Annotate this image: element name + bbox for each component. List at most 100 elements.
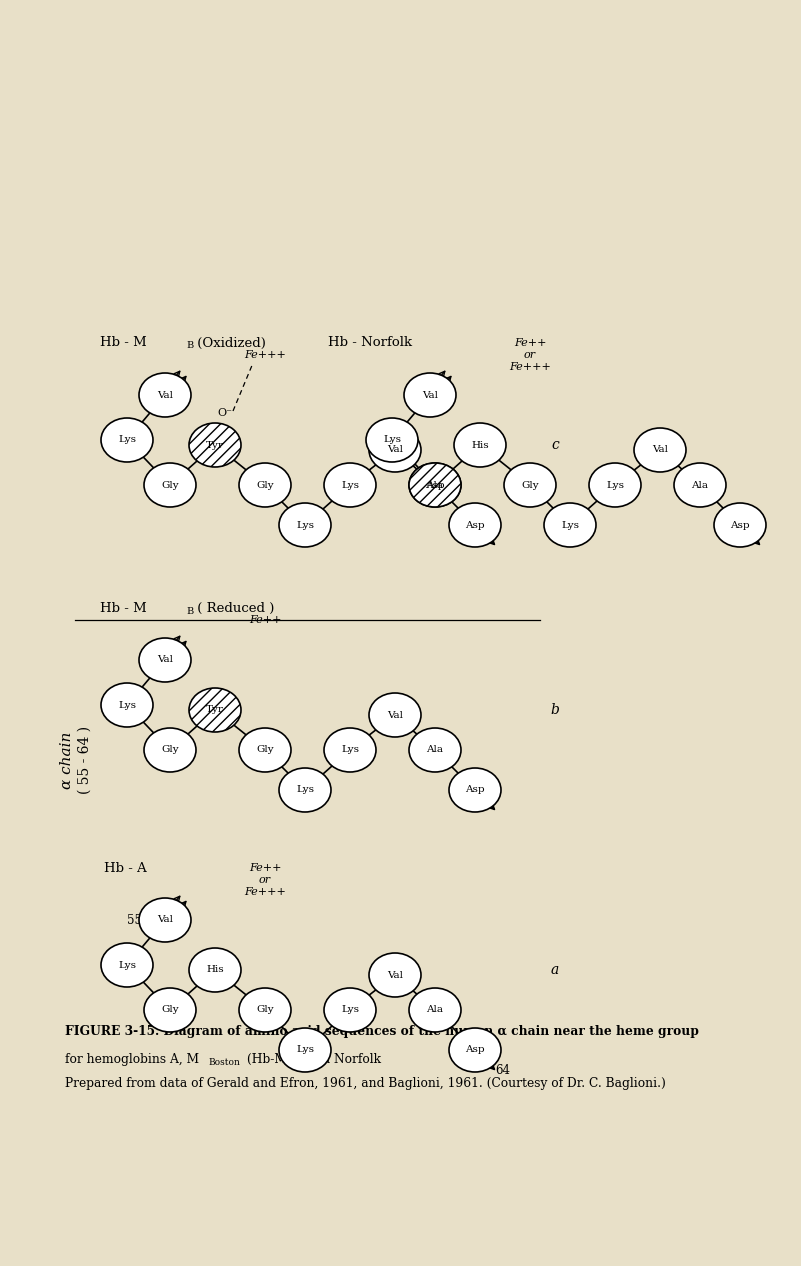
Text: B: B bbox=[186, 606, 193, 615]
Text: Hb - Norfolk: Hb - Norfolk bbox=[328, 337, 412, 349]
Text: ( 55 - 64 ): ( 55 - 64 ) bbox=[78, 725, 92, 794]
Text: Lys: Lys bbox=[118, 961, 136, 970]
Text: Fe+++: Fe+++ bbox=[244, 349, 286, 360]
Text: Lys: Lys bbox=[296, 520, 314, 529]
Text: Lys: Lys bbox=[383, 436, 401, 444]
Text: Fe++: Fe++ bbox=[249, 615, 281, 625]
Text: (Oxidized): (Oxidized) bbox=[193, 337, 266, 349]
Text: Asp: Asp bbox=[465, 520, 485, 529]
Text: Lys: Lys bbox=[118, 700, 136, 709]
Text: His: His bbox=[206, 966, 223, 975]
Text: Tyr: Tyr bbox=[206, 705, 224, 714]
Ellipse shape bbox=[409, 728, 461, 772]
Text: 55: 55 bbox=[127, 914, 143, 927]
Text: c: c bbox=[551, 438, 559, 452]
Text: O⁻: O⁻ bbox=[218, 408, 232, 418]
Ellipse shape bbox=[239, 987, 291, 1032]
Text: Val: Val bbox=[157, 656, 173, 665]
Text: Asp: Asp bbox=[465, 785, 485, 795]
Text: (Hb-Ma), and Norfolk: (Hb-Ma), and Norfolk bbox=[243, 1053, 381, 1066]
Text: FIGURE 3-15. Diagram of amino acid sequences of the human α chain near the heme : FIGURE 3-15. Diagram of amino acid seque… bbox=[65, 1025, 699, 1038]
Text: α chain: α chain bbox=[60, 732, 74, 789]
Ellipse shape bbox=[139, 373, 191, 417]
Text: Boston: Boston bbox=[208, 1058, 239, 1067]
Ellipse shape bbox=[279, 503, 331, 547]
Ellipse shape bbox=[101, 943, 153, 987]
Text: Lys: Lys bbox=[606, 481, 624, 490]
Ellipse shape bbox=[144, 728, 196, 772]
Ellipse shape bbox=[324, 728, 376, 772]
Ellipse shape bbox=[449, 768, 501, 812]
Text: B: B bbox=[186, 342, 193, 351]
Ellipse shape bbox=[366, 418, 418, 462]
Text: Val: Val bbox=[422, 390, 438, 400]
Ellipse shape bbox=[101, 418, 153, 462]
Ellipse shape bbox=[634, 428, 686, 472]
Ellipse shape bbox=[324, 463, 376, 506]
Ellipse shape bbox=[369, 693, 421, 737]
Text: Prepared from data of Gerald and Efron, 1961, and Baglioni, 1961. (Courtesy of D: Prepared from data of Gerald and Efron, … bbox=[65, 1077, 666, 1090]
Text: a: a bbox=[551, 963, 559, 977]
Text: Val: Val bbox=[387, 446, 403, 454]
Ellipse shape bbox=[239, 463, 291, 506]
Text: Gly: Gly bbox=[521, 481, 539, 490]
Ellipse shape bbox=[189, 948, 241, 993]
Text: Lys: Lys bbox=[296, 785, 314, 795]
Ellipse shape bbox=[279, 768, 331, 812]
Text: Lys: Lys bbox=[561, 520, 579, 529]
Text: Lys: Lys bbox=[341, 481, 359, 490]
Ellipse shape bbox=[189, 687, 241, 732]
Ellipse shape bbox=[674, 463, 726, 506]
Ellipse shape bbox=[449, 1028, 501, 1072]
Text: Gly: Gly bbox=[161, 746, 179, 755]
Text: Lys: Lys bbox=[118, 436, 136, 444]
Text: Asp: Asp bbox=[425, 481, 445, 490]
Ellipse shape bbox=[139, 638, 191, 682]
Ellipse shape bbox=[369, 428, 421, 472]
Text: for hemoglobins A, M: for hemoglobins A, M bbox=[65, 1053, 199, 1066]
Ellipse shape bbox=[504, 463, 556, 506]
Ellipse shape bbox=[239, 728, 291, 772]
Text: Hb - A: Hb - A bbox=[104, 861, 147, 875]
Text: Fe++
or
Fe+++: Fe++ or Fe+++ bbox=[244, 862, 286, 898]
Text: b: b bbox=[550, 703, 559, 717]
Text: Gly: Gly bbox=[161, 1005, 179, 1014]
Ellipse shape bbox=[454, 423, 506, 467]
Ellipse shape bbox=[279, 1028, 331, 1072]
Ellipse shape bbox=[101, 682, 153, 727]
Text: Val: Val bbox=[387, 971, 403, 980]
Text: Val: Val bbox=[157, 915, 173, 924]
Ellipse shape bbox=[144, 463, 196, 506]
Text: Lys: Lys bbox=[296, 1046, 314, 1055]
Text: Ala: Ala bbox=[426, 1005, 444, 1014]
Text: Gly: Gly bbox=[256, 1005, 274, 1014]
Text: Fe++
or
Fe+++: Fe++ or Fe+++ bbox=[509, 338, 551, 372]
Text: Gly: Gly bbox=[256, 746, 274, 755]
Text: Hb - M: Hb - M bbox=[100, 337, 147, 349]
Ellipse shape bbox=[544, 503, 596, 547]
Ellipse shape bbox=[449, 503, 501, 547]
Text: Gly: Gly bbox=[161, 481, 179, 490]
Text: Val: Val bbox=[652, 446, 668, 454]
Text: Ala: Ala bbox=[426, 746, 444, 755]
Text: His: His bbox=[471, 441, 489, 449]
Text: Asp: Asp bbox=[731, 520, 750, 529]
Text: Tyr: Tyr bbox=[206, 441, 224, 449]
Ellipse shape bbox=[409, 987, 461, 1032]
Text: Val: Val bbox=[387, 710, 403, 719]
Text: Hb - M: Hb - M bbox=[100, 601, 147, 614]
Text: Val: Val bbox=[157, 390, 173, 400]
Ellipse shape bbox=[139, 898, 191, 942]
Text: Gly: Gly bbox=[256, 481, 274, 490]
Ellipse shape bbox=[409, 463, 461, 506]
Ellipse shape bbox=[324, 987, 376, 1032]
Ellipse shape bbox=[589, 463, 641, 506]
Text: ( Reduced ): ( Reduced ) bbox=[193, 601, 275, 614]
Ellipse shape bbox=[714, 503, 766, 547]
Ellipse shape bbox=[404, 373, 456, 417]
Ellipse shape bbox=[189, 423, 241, 467]
Ellipse shape bbox=[144, 987, 196, 1032]
Text: Ala: Ala bbox=[426, 481, 444, 490]
Text: Asp: Asp bbox=[465, 1046, 485, 1055]
Text: Lys: Lys bbox=[341, 746, 359, 755]
